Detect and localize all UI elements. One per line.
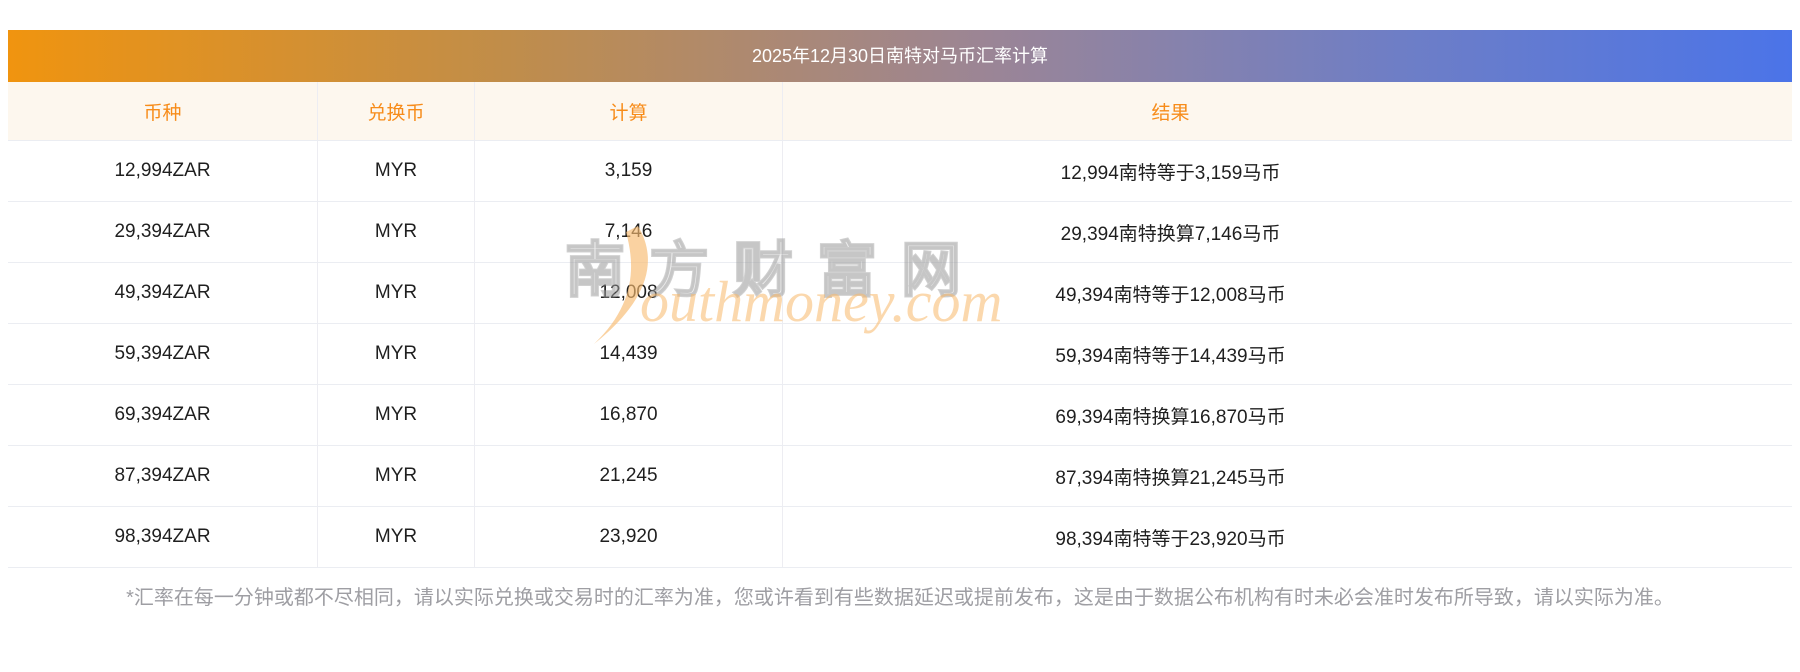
calculation-cell: 23,920 (475, 507, 783, 567)
page-title: 2025年12月30日南特对马币汇率计算 (8, 30, 1792, 82)
result-cell: 87,394南特换算21,245马币 (1055, 467, 1286, 489)
target-currency-cell: MYR (318, 141, 475, 201)
calculation-cell: 16,870 (475, 385, 783, 445)
target-currency-cell: MYR (318, 324, 475, 384)
table-body: 12,994ZAR MYR 3,159 12,994南特等于3,159马币 29… (8, 140, 1792, 567)
target-currency-cell: MYR (318, 507, 475, 567)
currency-cell: 87,394ZAR (8, 446, 318, 506)
column-header-calculation: 计算 (475, 82, 783, 140)
result-cell: 49,394南特等于12,008马币 (1055, 284, 1286, 306)
spacer-cell (1558, 141, 1792, 201)
table-row: 29,394ZAR MYR 7,146 29,394南特换算7,146马币 (8, 201, 1792, 262)
currency-cell: 98,394ZAR (8, 507, 318, 567)
column-header-currency: 币种 (8, 82, 318, 140)
table-row: 49,394ZAR MYR 12,008 49,394南特等于12,008马币 (8, 262, 1792, 323)
currency-cell: 59,394ZAR (8, 324, 318, 384)
target-currency-cell: MYR (318, 385, 475, 445)
result-cell: 98,394南特等于23,920马币 (1055, 528, 1286, 550)
table-row: 87,394ZAR MYR 21,245 87,394南特换算21,245马币 (8, 445, 1792, 506)
calculation-cell: 3,159 (475, 141, 783, 201)
calculation-cell: 7,146 (475, 202, 783, 262)
table-row: 69,394ZAR MYR 16,870 69,394南特换算16,870马币 (8, 384, 1792, 445)
calculation-cell: 21,245 (475, 446, 783, 506)
currency-cell: 69,394ZAR (8, 385, 318, 445)
spacer-cell (1558, 385, 1792, 445)
result-cell: 69,394南特换算16,870马币 (1055, 406, 1286, 428)
table-row: 12,994ZAR MYR 3,159 12,994南特等于3,159马币 (8, 140, 1792, 201)
result-cell: 59,394南特等于14,439马币 (1055, 345, 1286, 367)
table-header-row: 币种 兑换币 计算 结果 (8, 82, 1792, 140)
spacer-cell (1558, 446, 1792, 506)
spacer-cell (1558, 507, 1792, 567)
table-row: 59,394ZAR MYR 14,439 59,394南特等于14,439马币 (8, 323, 1792, 384)
spacer-cell (1558, 324, 1792, 384)
target-currency-cell: MYR (318, 202, 475, 262)
table-row: 98,394ZAR MYR 23,920 98,394南特等于23,920马币 (8, 506, 1792, 567)
calculation-cell: 14,439 (475, 324, 783, 384)
target-currency-cell: MYR (318, 263, 475, 323)
target-currency-cell: MYR (318, 446, 475, 506)
column-header-spacer (1558, 82, 1792, 140)
spacer-cell (1558, 202, 1792, 262)
currency-cell: 12,994ZAR (8, 141, 318, 201)
exchange-rate-table: 币种 兑换币 计算 结果 12,994ZAR MYR 3,159 12,994南… (8, 82, 1792, 568)
result-cell: 29,394南特换算7,146马币 (1060, 223, 1281, 245)
currency-cell: 49,394ZAR (8, 263, 318, 323)
currency-cell: 29,394ZAR (8, 202, 318, 262)
calculation-cell: 12,008 (475, 263, 783, 323)
spacer-cell (1558, 263, 1792, 323)
column-header-result: 结果 (1151, 102, 1190, 124)
column-header-target-currency: 兑换币 (318, 82, 475, 140)
result-cell: 12,994南特等于3,159马币 (1060, 162, 1281, 184)
disclaimer-text: *汇率在每一分钟或都不尽相同，请以实际兑换或交易时的汇率为准，您或许看到有些数据… (126, 587, 1674, 609)
